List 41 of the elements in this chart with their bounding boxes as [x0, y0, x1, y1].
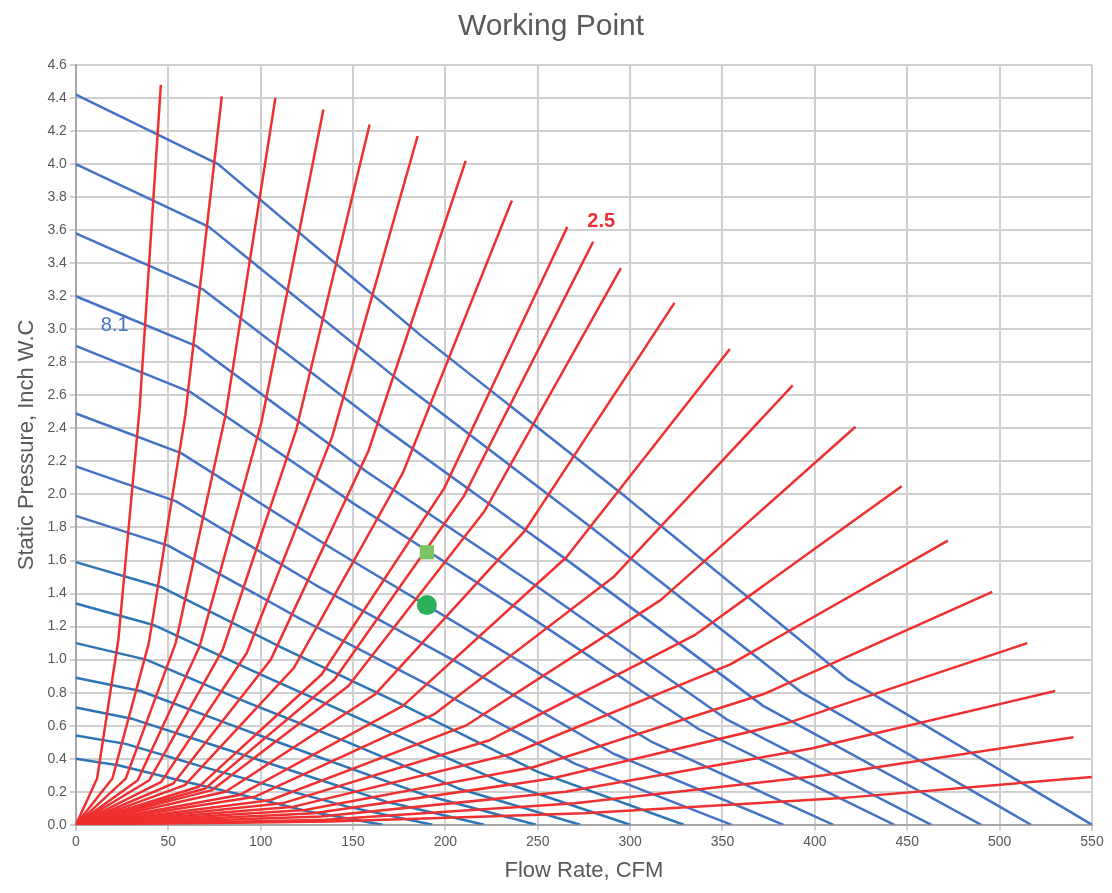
y-tick-label: 0.8	[47, 683, 68, 700]
y-tick-label: 2.2	[47, 452, 68, 469]
y-axis-title: Static Pressure, Inch W.C	[13, 319, 39, 571]
series-label: 8.1	[100, 313, 129, 336]
x-tick-label: 550	[1080, 833, 1104, 850]
y-tick-label: 3.0	[47, 320, 68, 337]
x-tick-label: 150	[341, 833, 365, 850]
y-tick-label: 2.8	[47, 353, 68, 370]
y-tick-label: 2.6	[47, 386, 68, 403]
y-tick-label: 4.0	[47, 154, 68, 171]
y-tick-label: 1.8	[47, 518, 68, 535]
x-tick-label: 200	[433, 833, 458, 850]
x-tick-label: 50	[160, 833, 177, 850]
x-axis-title: Flow Rate, CFM	[504, 856, 664, 882]
x-tick-label: 100	[248, 833, 273, 850]
y-tick-label: 2.0	[47, 485, 68, 502]
x-tick-label: 350	[710, 833, 735, 850]
y-tick-label: 4.4	[47, 88, 68, 105]
y-tick-label: 2.4	[47, 419, 68, 436]
series-label: 2.5	[587, 209, 616, 232]
y-tick-label: 1.4	[47, 584, 68, 601]
y-tick-label: 0.6	[47, 716, 68, 733]
y-tick-label: 3.8	[47, 188, 68, 204]
chart-title: Working Point	[457, 8, 645, 42]
x-tick-label: 450	[895, 833, 920, 850]
y-tick-label: 1.6	[47, 551, 68, 568]
x-tick-label: 400	[803, 833, 827, 850]
y-tick-label: 3.2	[47, 287, 68, 304]
x-tick-label: 0	[71, 833, 80, 850]
y-tick-label: 0.0	[47, 815, 68, 832]
y-tick-label: 4.2	[47, 121, 68, 138]
y-tick-label: 1.0	[47, 650, 68, 667]
y-tick-label: 0.2	[47, 782, 68, 799]
y-tick-label: 4.6	[47, 55, 68, 72]
y-tick-label: 1.2	[47, 617, 68, 634]
x-tick-label: 250	[526, 833, 550, 850]
y-tick-label: 0.4	[47, 749, 68, 766]
y-tick-label: 3.4	[47, 254, 68, 271]
x-tick-label: 300	[618, 833, 643, 850]
y-tick-label: 3.6	[47, 221, 68, 238]
x-tick-label: 500	[987, 833, 1012, 850]
